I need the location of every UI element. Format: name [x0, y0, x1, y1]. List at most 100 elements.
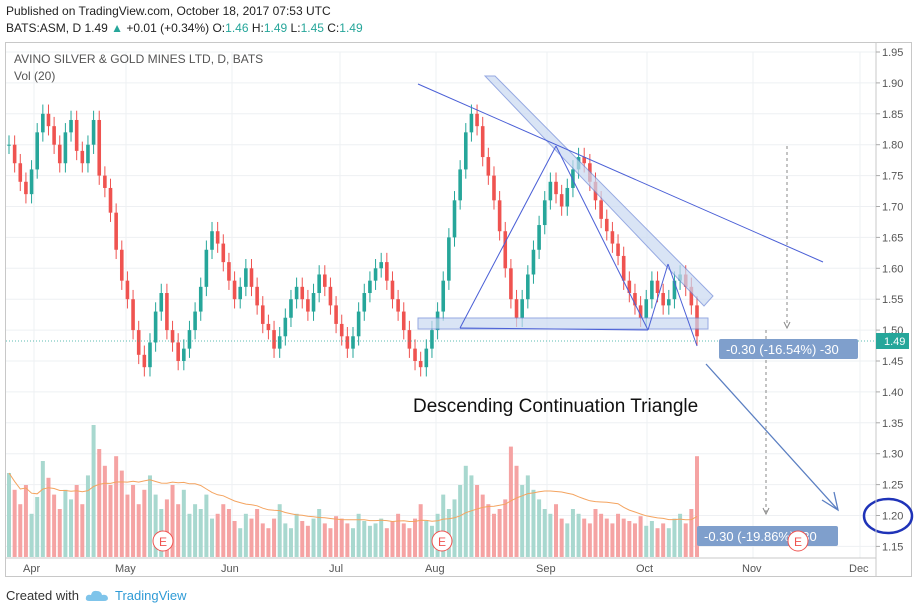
- earnings-marker-1[interactable]: E: [152, 530, 174, 552]
- volume-bar: [678, 513, 683, 557]
- candle-body: [159, 293, 164, 312]
- candle-body: [12, 144, 17, 164]
- candle-body: [193, 311, 197, 331]
- tradingview-cloud-icon: [85, 590, 108, 601]
- earnings-marker-3[interactable]: E: [787, 530, 809, 552]
- chart-legend-title: AVINO SILVER & GOLD MINES LTD, D, BATS: [14, 52, 264, 66]
- price-tick-label: 1.80: [882, 140, 903, 152]
- candle-body: [554, 181, 558, 195]
- volume-bar: [294, 513, 299, 557]
- candle-body: [153, 311, 158, 343]
- chart-frame: [5, 42, 912, 577]
- candle-body: [18, 163, 23, 182]
- candle-body: [458, 169, 462, 201]
- candle-body: [176, 342, 180, 361]
- candle-body: [103, 175, 107, 188]
- volume-bar: [52, 494, 57, 557]
- candles: [7, 104, 699, 377]
- candle-body: [441, 280, 446, 312]
- breakdown-arrow: [705, 363, 839, 511]
- candle-body: [480, 126, 485, 158]
- volume-bar: [249, 518, 254, 557]
- open-label: O:: [212, 21, 226, 35]
- price-tick-label: 1.90: [882, 78, 903, 90]
- candle-body: [424, 348, 429, 368]
- volume-bar: [458, 485, 463, 557]
- volume-bar: [514, 465, 519, 557]
- volume-bar: [661, 523, 666, 557]
- candle-body: [74, 119, 79, 151]
- volume-bar: [238, 528, 243, 557]
- candle-body: [29, 169, 34, 195]
- time-tick-label: Dec: [849, 563, 869, 575]
- volume-bar: [576, 513, 581, 557]
- volume-bar: [334, 516, 339, 557]
- candle-body: [249, 268, 254, 287]
- volume-bar: [215, 513, 220, 557]
- volume-moving-average: [8, 472, 698, 523]
- volume-bar: [638, 516, 643, 557]
- price-tick-label: 1.20: [882, 511, 903, 523]
- candle-body: [334, 305, 338, 324]
- candle-body: [125, 280, 130, 300]
- volume-bar: [142, 489, 147, 557]
- volume-bar: [463, 465, 468, 557]
- candle-body: [542, 200, 547, 226]
- measure-box-1: [719, 339, 858, 359]
- candle-body: [41, 113, 45, 133]
- volume-bar: [136, 504, 141, 557]
- volume-bar: [655, 528, 660, 557]
- candle-body: [24, 181, 28, 195]
- volume-bar: [649, 521, 654, 557]
- target-circle-icon: [862, 497, 914, 535]
- candle-body: [655, 280, 660, 294]
- candle-body: [373, 268, 378, 281]
- volume-bar: [114, 456, 119, 557]
- close-value: 1.49: [339, 21, 363, 35]
- candle-body: [503, 231, 508, 269]
- volume-bar: [351, 528, 355, 557]
- volume-bar: [204, 494, 209, 557]
- volume-bar: [221, 504, 226, 557]
- volume-bar: [441, 494, 446, 557]
- volume-bar: [125, 494, 130, 557]
- price-axis: 1.951.901.851.801.751.701.651.601.551.50…: [875, 43, 903, 576]
- time-axis: Apr May Jun Jul Aug Sep Oct Nov Dec: [6, 557, 876, 575]
- volume-bar: [672, 518, 677, 557]
- high-value: 1.49: [263, 21, 288, 35]
- volume-bar: [401, 523, 406, 557]
- volume-bar: [565, 523, 570, 557]
- candle-body: [227, 262, 231, 281]
- volume-bar: [97, 449, 102, 557]
- candle-body: [7, 144, 11, 146]
- volume-bar: [604, 518, 609, 557]
- footer-brand[interactable]: TradingView: [114, 588, 187, 603]
- candle-body: [69, 119, 73, 133]
- candle-body: [165, 293, 169, 331]
- low-value: 1.45: [300, 21, 324, 35]
- candle-body: [565, 187, 570, 207]
- volume-bar: [119, 470, 124, 557]
- volume-bar: [18, 504, 23, 557]
- volume-bar: [69, 499, 74, 557]
- candle-body: [351, 336, 355, 349]
- candle-body: [57, 144, 62, 164]
- candle-body: [244, 268, 248, 287]
- volume-bar: [520, 485, 525, 557]
- footer: Created with TradingView: [6, 588, 187, 603]
- earnings-marker-2[interactable]: E: [431, 530, 453, 552]
- volume-bar: [610, 523, 615, 557]
- drawings: [6, 75, 914, 535]
- volume-bar: [40, 461, 45, 557]
- price-tick-label: 1.95: [882, 47, 903, 59]
- price-tick-label: 1.55: [882, 294, 903, 306]
- price-tick-label: 1.60: [882, 263, 903, 275]
- candle-body: [463, 132, 468, 170]
- candle-body: [148, 342, 152, 368]
- candle-body: [599, 200, 603, 219]
- candle-body: [627, 280, 632, 294]
- volume-bar: [503, 499, 508, 557]
- published-line: Published on TradingView.com, October 18…: [6, 4, 331, 18]
- volume-bar: [384, 528, 389, 557]
